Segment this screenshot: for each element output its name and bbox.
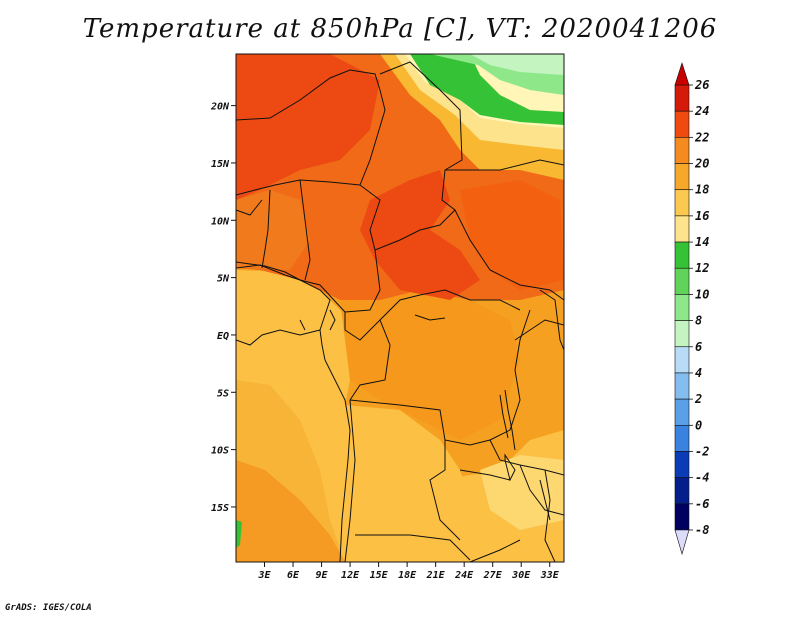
lon-tick-label: 9E [316, 570, 329, 581]
eastern-plateau-light [480, 455, 564, 530]
lat-tick-label: 10N [211, 216, 230, 227]
colorbar-label: 4 [695, 366, 702, 380]
lon-tick-label: 3E [257, 570, 271, 581]
lon-tick-label: 15E [370, 570, 389, 581]
lon-tick-label: 21E [426, 570, 446, 581]
credit-label: GrADS: IGES/COLA [5, 603, 92, 613]
colorbar-segment [674, 189, 690, 217]
lon-tick-label: 33E [540, 570, 560, 581]
lat-tick-label: 20N [210, 102, 230, 113]
colorbar-label: 2 [694, 392, 702, 406]
lon-tick-label: 24E [454, 570, 474, 581]
lon-tick-label: 30E [511, 570, 531, 581]
colorbar-label: 24 [694, 104, 709, 118]
colorbar-segment [674, 163, 690, 191]
colorbar-segment [674, 372, 690, 400]
atlantic-coastline [236, 261, 351, 562]
colorbar-label: 14 [695, 235, 709, 249]
colorbar-label: 16 [695, 209, 709, 223]
colorbar-segment [674, 346, 690, 374]
lat-tick-label: 15N [211, 159, 230, 170]
colorbar-label: -2 [695, 444, 709, 458]
colorbar-label: 22 [694, 130, 709, 144]
lon-tick-label: 12E [341, 570, 360, 581]
colorbar-segment [674, 320, 690, 348]
colorbar-segment [674, 477, 690, 505]
latitude-axis: 20N 15N 10N 5N EQ 5S 10S 15S [210, 102, 236, 514]
colorbar-segment [674, 451, 690, 478]
congo-basin-region [340, 290, 520, 440]
colorbar-segment [674, 110, 690, 138]
colorbar-segment [674, 503, 690, 531]
colorbar-label: 6 [695, 340, 702, 354]
colorbar-segment [674, 398, 690, 426]
colorbar-label: -8 [695, 523, 709, 537]
colorbar-segment [674, 424, 690, 452]
atlantic-warm-band [236, 460, 345, 562]
colorbar-segment [674, 215, 690, 243]
southwest-green-spot [236, 520, 242, 548]
central-african-red-region [360, 170, 480, 300]
longitude-axis: 3E 6E 9E 12E 15E 18E 21E 24E 27E 30E 33E [257, 562, 560, 581]
country-borders [236, 61, 564, 562]
map-frame [235, 53, 565, 563]
colorbar-low-triangle [674, 529, 690, 556]
lon-tick-label: 18E [398, 570, 417, 581]
colorbar-segment [674, 294, 690, 321]
northeast-mint-region [470, 54, 564, 75]
sahara-red-region [236, 54, 380, 200]
colorbar-segment [674, 241, 690, 269]
lat-tick-label: EQ [217, 331, 229, 342]
chart-title: Temperature at 850hPa [C], VT: 202004120… [82, 14, 718, 44]
colorbar-segment [674, 267, 690, 295]
temperature-field [236, 54, 564, 562]
colorbar-segment [674, 137, 690, 164]
colorbar-segment [674, 84, 690, 112]
colorbar-label: 0 [695, 418, 702, 432]
colorbar-label: 12 [695, 261, 709, 275]
lat-tick-label: 5N [217, 274, 230, 285]
lat-tick-label: 5S [217, 388, 229, 399]
colorbar-label: -6 [695, 497, 709, 511]
colorbar-label: 20 [694, 157, 709, 171]
lat-tick-label: 10S [211, 446, 229, 457]
east-hot-region [460, 180, 564, 290]
colorbar-label: 18 [695, 183, 709, 197]
colorbar-label: 26 [694, 78, 709, 92]
northeast-green-region [410, 54, 564, 125]
lon-tick-label: 27E [483, 570, 503, 581]
colorbar-label: -4 [695, 471, 709, 485]
lon-tick-label: 6E [287, 570, 300, 581]
colorbar-label: 8 [695, 314, 702, 328]
colorbar-label: 10 [695, 287, 709, 301]
colorbar-high-triangle [674, 62, 690, 86]
lat-tick-label: 15S [211, 503, 229, 514]
